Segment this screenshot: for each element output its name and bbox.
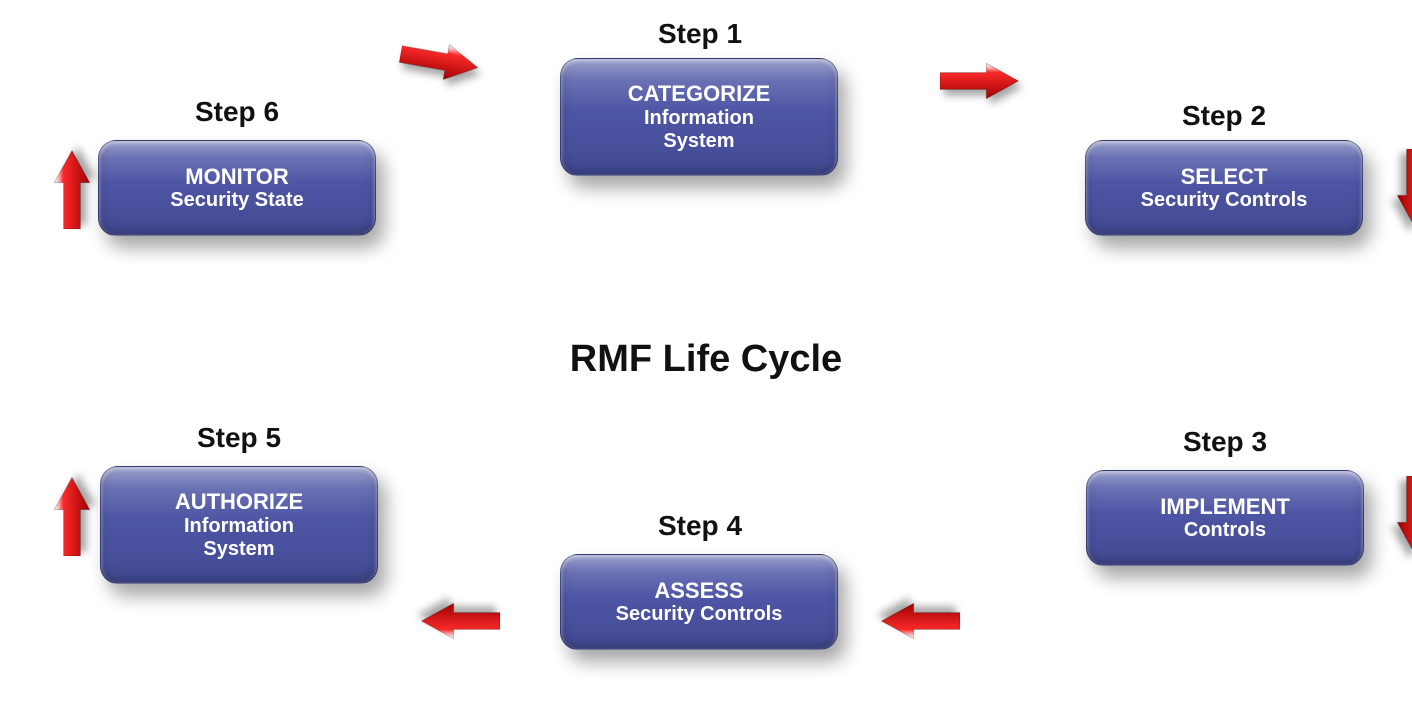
- step2-label: Step 2: [1182, 100, 1266, 132]
- step6-label: Step 6: [195, 96, 279, 128]
- step3-line1: IMPLEMENT: [1160, 494, 1290, 519]
- diagram-title: RMF Life Cycle: [570, 338, 842, 381]
- step1-line1: CATEGORIZE: [628, 81, 771, 106]
- arrow-icon: [397, 33, 483, 88]
- step2-node: SELECT Security Controls: [1085, 140, 1363, 236]
- step5-label: Step 5: [197, 422, 281, 454]
- step2-line2: Security Controls: [1141, 189, 1308, 212]
- arrow-icon: [420, 600, 500, 642]
- step1-line2: Information: [644, 107, 754, 130]
- step5-line1: AUTHORIZE: [175, 489, 303, 514]
- step4-node: ASSESS Security Controls: [560, 554, 838, 650]
- arrow-icon: [940, 60, 1020, 102]
- arrow-icon: [1394, 149, 1412, 229]
- step1-node: CATEGORIZE Information System: [560, 58, 838, 176]
- step6-line2: Security State: [170, 189, 303, 212]
- step5-line2: Information: [184, 515, 294, 538]
- step6-node: MONITOR Security State: [98, 140, 376, 236]
- step5-line3: System: [203, 538, 274, 561]
- arrow-icon: [51, 149, 93, 229]
- step4-label: Step 4: [658, 510, 742, 542]
- step4-line2: Security Controls: [616, 603, 783, 626]
- arrow-icon: [880, 600, 960, 642]
- step3-label: Step 3: [1183, 426, 1267, 458]
- step1-line3: System: [663, 130, 734, 153]
- step3-node: IMPLEMENT Controls: [1086, 470, 1364, 566]
- arrow-icon: [1394, 476, 1412, 556]
- step6-line1: MONITOR: [185, 164, 288, 189]
- step1-label: Step 1: [658, 18, 742, 50]
- step4-line1: ASSESS: [654, 578, 743, 603]
- step2-line1: SELECT: [1181, 164, 1268, 189]
- diagram-canvas: { "diagram": { "type": "flowchart", "tit…: [0, 0, 1412, 710]
- step5-node: AUTHORIZE Information System: [100, 466, 378, 584]
- step3-line2: Controls: [1184, 519, 1266, 542]
- arrow-icon: [51, 476, 93, 556]
